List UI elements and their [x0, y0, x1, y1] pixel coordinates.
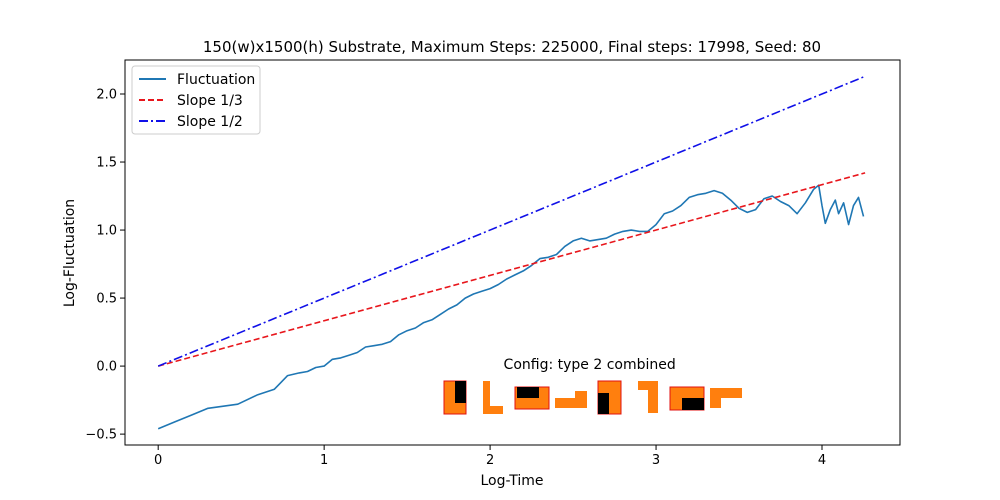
config-annotation: Config: type 2 combined [504, 357, 676, 373]
legend-box [131, 65, 261, 135]
y-tick-label: 2.0 [96, 88, 117, 103]
y-tick-label: 1.5 [96, 156, 117, 171]
slope-third-line [157, 172, 866, 367]
y-ticks: −0.5 0.0 0.5 1.0 1.5 2.0 [85, 88, 125, 443]
config-tile [483, 381, 503, 414]
config-tile [638, 381, 658, 413]
legend-label-slope-third: Slope 1/3 [177, 93, 243, 109]
x-tick-label: 2 [486, 453, 494, 468]
y-tick-label: 0.0 [96, 360, 117, 375]
y-tick-label: 0.5 [96, 292, 117, 307]
config-tile-dark [682, 398, 704, 410]
series-layer [157, 75, 866, 430]
x-tick-label: 4 [818, 453, 826, 468]
slope-half-line [157, 75, 866, 367]
config-tile [710, 388, 742, 408]
plot-frame [124, 59, 901, 446]
x-tick-label: 0 [154, 453, 162, 468]
config-tile-dark [598, 393, 609, 414]
x-tick-label: 3 [652, 453, 660, 468]
y-axis-label: Log-Fluctuation [62, 199, 78, 307]
config-tile-dark [517, 387, 539, 398]
config-tile [555, 391, 587, 408]
x-tick-label: 1 [320, 453, 328, 468]
y-tick-label: −0.5 [85, 428, 117, 443]
chart-title: 150(w)x1500(h) Substrate, Maximum Steps:… [203, 38, 821, 56]
config-glyphs [443, 380, 742, 415]
x-ticks: 0 1 2 3 4 [154, 445, 826, 468]
legend: Fluctuation Slope 1/3 Slope 1/2 [131, 65, 261, 135]
legend-label-fluctuation: Fluctuation [177, 72, 255, 88]
config-tile-dark [455, 381, 466, 403]
y-tick-label: 1.0 [96, 224, 117, 239]
x-axis-label: Log-Time [480, 473, 543, 489]
legend-label-slope-half: Slope 1/2 [177, 114, 243, 130]
fluctuation-line [157, 184, 865, 430]
